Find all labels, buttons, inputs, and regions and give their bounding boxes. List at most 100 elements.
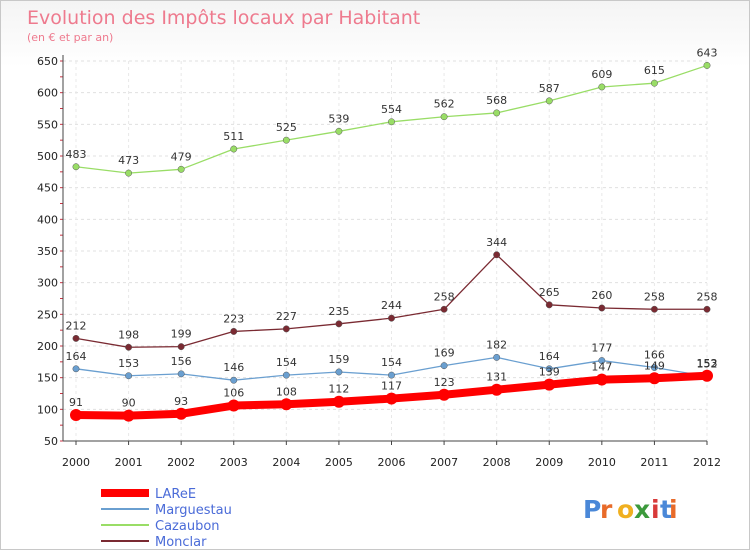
data-label: 112 [328,383,349,396]
data-label: 258 [697,290,718,303]
data-label: 562 [434,98,455,111]
data-point [72,334,80,342]
data-point [282,325,290,333]
data-label: 159 [328,353,349,366]
x-tick-label: 2007 [430,456,458,469]
data-point [650,79,658,87]
legend-label: Monclar [155,535,207,549]
data-point [388,118,395,126]
data-point [280,398,293,411]
data-point [282,371,290,379]
data-point [230,376,238,384]
data-label: 131 [486,371,507,384]
data-label: 177 [591,342,612,355]
data-label: 117 [381,380,402,393]
series-cazaubon [72,61,711,177]
y-tick-label: 100 [37,403,58,416]
data-label: 479 [171,150,192,163]
x-tick-label: 2008 [483,456,511,469]
x-tick-label: 2003 [220,456,248,469]
data-label: 525 [276,121,297,134]
data-label: 260 [591,289,612,302]
data-label: 164 [539,350,560,363]
data-point [335,368,343,376]
data-label: 212 [66,319,87,332]
data-label: 153 [697,357,718,370]
data-label: 106 [223,387,244,400]
data-label: 182 [486,338,507,351]
data-label: 473 [118,154,139,167]
y-tick-label: 300 [37,277,58,290]
x-tick-label: 2005 [325,456,353,469]
data-point [598,83,606,91]
data-point [230,145,238,153]
data-labels: 91 90 93 106 108 112 117 123 131 139 147 149 153 164 1… [66,46,718,409]
data-point [227,399,240,412]
data-point [125,372,133,380]
chart-subtitle: (en € et par an) [27,31,113,44]
data-label: 149 [644,359,665,372]
data-label: 91 [69,396,83,409]
data-point [598,304,606,312]
data-point [125,169,133,177]
data-label: 154 [381,356,402,369]
legend-label: Marguestau [155,503,232,518]
logo-letter: r [600,495,613,524]
data-point [543,378,556,391]
data-point [388,371,395,379]
data-point [177,343,185,351]
data-label: 152 [697,357,718,370]
data-point [72,365,80,373]
data-label: 223 [223,312,244,325]
data-label: 265 [539,286,560,299]
data-point [650,305,658,313]
data-point [282,136,290,144]
y-tick-label: 50 [44,435,58,448]
data-label: 227 [276,310,297,323]
data-point [701,369,713,382]
data-point [440,113,448,121]
axes: 50 100 150 200 250 300 350 400 450 500 550 600 650 20… [37,55,721,469]
y-tick-label: 500 [37,150,58,163]
data-point [440,362,448,370]
x-tick-label: 2011 [640,456,668,469]
data-point [545,97,553,105]
data-point [438,388,451,401]
data-label: 554 [381,103,402,116]
data-label: 258 [644,290,665,303]
data-label: 153 [118,357,139,370]
y-tick-label: 150 [37,372,58,385]
data-point [125,343,133,351]
x-tick-label: 2004 [272,456,300,469]
data-label: 108 [276,385,297,398]
legend-label: LAReE [155,487,196,502]
data-label: 344 [486,236,507,249]
data-point [490,383,503,396]
data-label: 123 [434,376,455,389]
data-point [177,370,185,378]
data-point [703,305,711,313]
x-tick-label: 2001 [115,456,143,469]
data-label: 90 [122,397,136,410]
y-tick-label: 450 [37,182,58,195]
data-label: 93 [174,395,188,408]
data-point [70,409,82,422]
proxiti-logo: Pr o x i ti [583,495,678,524]
data-label: 198 [118,328,139,341]
data-point [493,251,501,259]
data-label: 539 [328,112,349,125]
series-monclar [72,251,711,351]
data-label: 164 [66,350,87,363]
legend-label: Cazaubon [155,519,220,534]
data-label: 139 [539,366,560,379]
data-label: 169 [434,347,455,360]
logo-letter: x [634,495,650,524]
logo-letter: o [617,495,634,524]
y-tick-label: 200 [37,340,58,353]
data-label: 568 [486,94,507,107]
logo-letter: i [669,495,678,524]
data-point [545,301,553,309]
data-point [440,305,448,313]
data-label: 147 [591,361,612,374]
